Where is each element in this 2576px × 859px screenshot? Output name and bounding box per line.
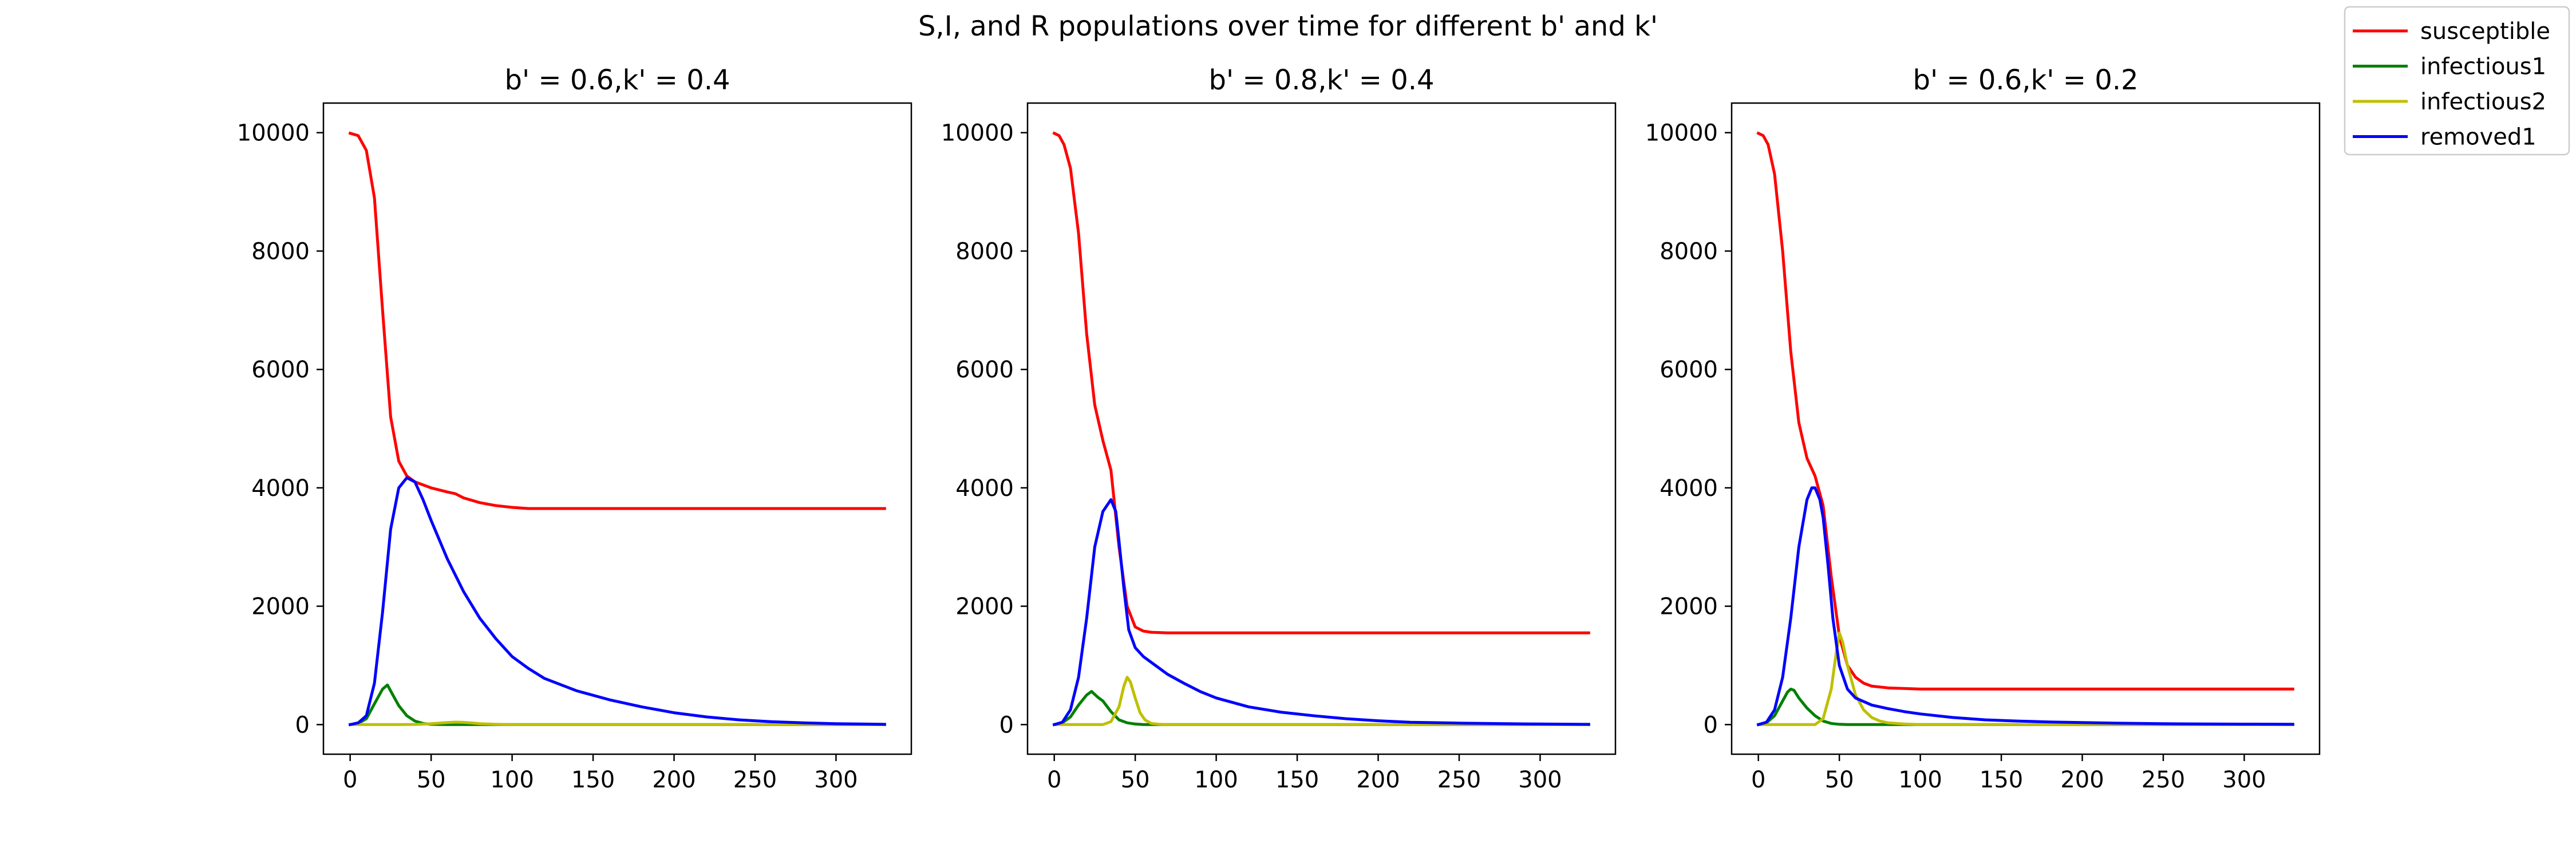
series-line-susceptible — [1052, 131, 1590, 635]
x-tick-label: 200 — [1356, 767, 1400, 793]
y-tick-label: 2000 — [251, 594, 310, 620]
x-tick-label: 300 — [2222, 767, 2266, 793]
y-tick-label: 6000 — [955, 357, 1014, 383]
y-tick-label: 6000 — [1660, 357, 1718, 383]
x-tick-label: 150 — [571, 767, 615, 793]
x-tick-label: 50 — [417, 767, 446, 793]
axes-frame — [322, 102, 912, 755]
legend-label: removed1 — [2420, 124, 2537, 151]
legend-frame — [2344, 6, 2570, 156]
subplot-title: b' = 0.6,k' = 0.2 — [1913, 64, 2138, 96]
subplot-1: 0 50 100 150 200 250 300 0 2000 4000 6000 8000 10000… — [237, 64, 912, 793]
x-tick-label: 150 — [1275, 767, 1319, 793]
y-tick-label: 8000 — [251, 238, 310, 265]
x-tick-label: 200 — [2060, 767, 2104, 793]
x-tick-label: 200 — [652, 767, 696, 793]
y-tick-label: 0 — [295, 712, 310, 738]
y-tick-label: 10000 — [1645, 120, 1718, 147]
y-tick-label: 4000 — [955, 475, 1014, 502]
x-tick-label: 250 — [733, 767, 777, 793]
series-line-removed1 — [1756, 486, 2294, 727]
series-line-removed1 — [1052, 498, 1590, 727]
x-tick-label: 300 — [814, 767, 858, 793]
subplots: 0 50 100 150 200 250 3000200040006000800010000… — [237, 64, 2321, 793]
y-tick-label: 2000 — [1660, 594, 1718, 620]
y-tick-label: 2000 — [955, 594, 1014, 620]
x-tick-label: 100 — [1898, 767, 1942, 793]
y-tick-label: 4000 — [251, 475, 310, 502]
x-tick-label: 100 — [490, 767, 534, 793]
legend-label: susceptible — [2420, 18, 2550, 45]
y-tick-label: 4000 — [1660, 475, 1718, 502]
subplot-title: b' = 0.8,k' = 0.4 — [1208, 64, 1434, 96]
subplot-3: 0 50 100 150 200 250 300 0 2000 4000 6000 8000 10000… — [1645, 64, 2321, 793]
series-line-infectious1 — [348, 683, 886, 727]
series-line-susceptible — [348, 131, 886, 510]
axes-frame — [1026, 102, 1617, 755]
x-tick-label: 0 — [1751, 767, 1765, 793]
x-tick-label: 150 — [1980, 767, 2023, 793]
subplot-2: 0 50 100 150 200 250 300 0 2000 4000 6000 8000 10000… — [941, 64, 1617, 793]
series-line-infectious2 — [349, 720, 886, 726]
x-tick-label: 300 — [1518, 767, 1562, 793]
series-line-removed1 — [348, 476, 886, 727]
series-line-infectious1 — [1052, 689, 1590, 727]
y-tick-label: 10000 — [237, 120, 310, 147]
x-tick-label: 0 — [1047, 767, 1061, 793]
series-line-infectious1 — [1756, 687, 2294, 727]
legend-label: infectious2 — [2420, 89, 2546, 115]
legend-label: infectious1 — [2420, 54, 2546, 80]
x-tick-label: 250 — [1437, 767, 1481, 793]
x-tick-label: 50 — [1825, 767, 1854, 793]
y-tick-label: 10000 — [941, 120, 1014, 147]
x-tick-label: 0 — [343, 767, 357, 793]
axes-frame — [1730, 102, 2321, 755]
x-tick-label: 250 — [2142, 767, 2185, 793]
y-tick-label: 8000 — [1660, 238, 1718, 265]
series-line-infectious2 — [1757, 631, 2294, 726]
y-tick-label: 0 — [999, 712, 1014, 738]
y-tick-label: 6000 — [251, 357, 310, 383]
y-tick-label: 8000 — [955, 238, 1014, 265]
y-tick-label: 0 — [1704, 712, 1718, 738]
series-line-infectious2 — [1053, 676, 1590, 726]
x-tick-label: 50 — [1121, 767, 1150, 793]
legend: susceptible infectious1 infectious2 removed… — [2344, 6, 2570, 156]
figure-title: S,I, and R populations over time for dif… — [918, 10, 1658, 42]
x-tick-label: 100 — [1194, 767, 1238, 793]
subplot-title: b' = 0.6,k' = 0.4 — [504, 64, 730, 96]
